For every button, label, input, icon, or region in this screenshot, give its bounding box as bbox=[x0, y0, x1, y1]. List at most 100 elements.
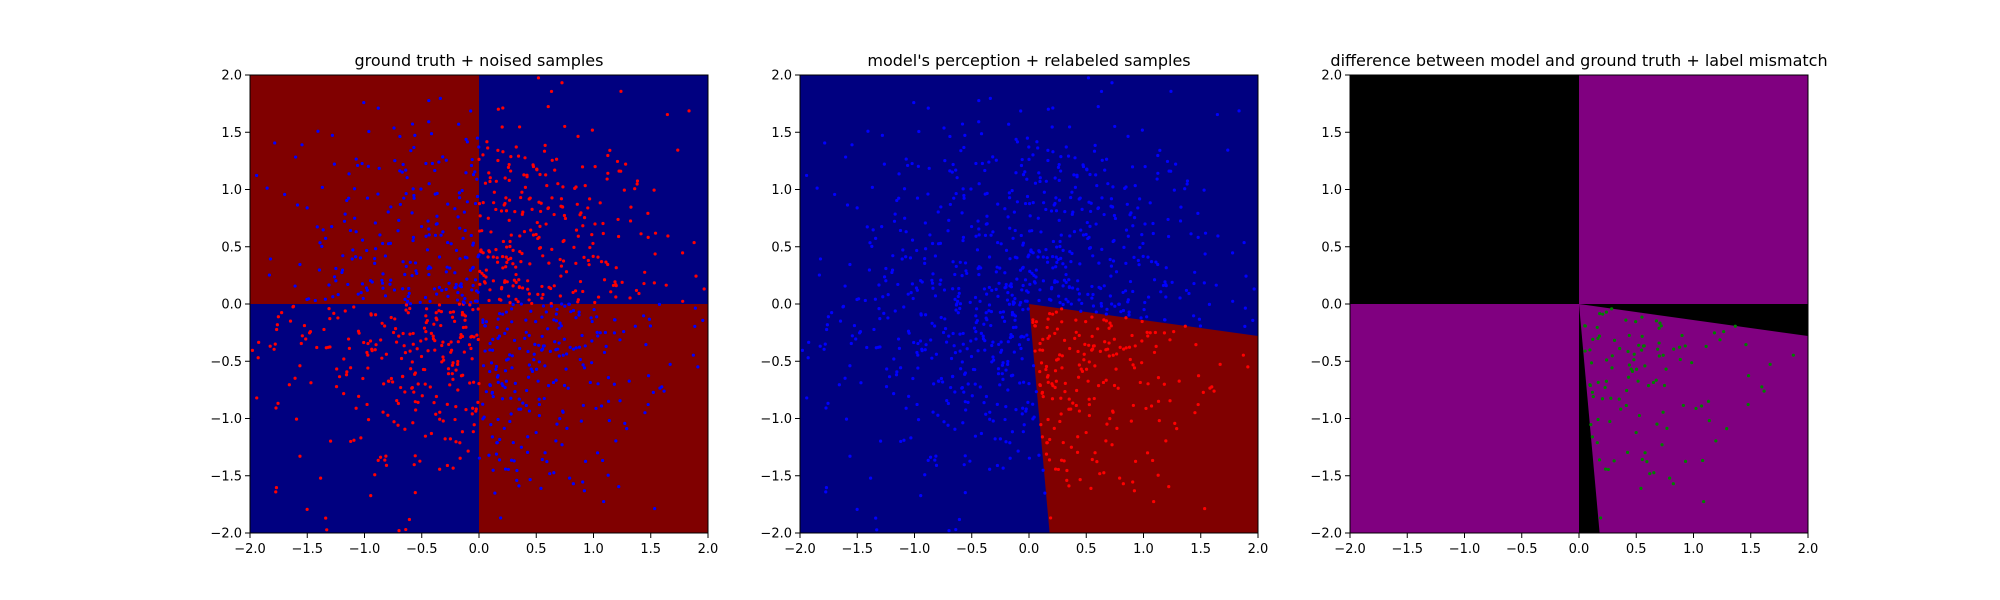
blue-point bbox=[1132, 255, 1136, 259]
red-point bbox=[1095, 460, 1099, 464]
red-point bbox=[432, 322, 436, 326]
blue-point bbox=[347, 196, 351, 200]
mismatch-point bbox=[1722, 330, 1726, 334]
blue-point bbox=[928, 233, 932, 237]
red-point bbox=[1048, 312, 1052, 316]
blue-point bbox=[1022, 380, 1026, 384]
blue-point bbox=[843, 284, 847, 288]
red-point bbox=[373, 313, 378, 317]
red-point bbox=[293, 376, 297, 380]
red-point bbox=[1041, 395, 1045, 399]
red-point bbox=[324, 516, 328, 520]
blue-point bbox=[982, 287, 987, 291]
blue-point bbox=[1003, 271, 1007, 275]
mismatch-point bbox=[1618, 346, 1622, 351]
blue-point bbox=[1252, 287, 1256, 291]
blue-point bbox=[854, 337, 858, 341]
blue-point bbox=[475, 194, 480, 199]
blue-point bbox=[513, 390, 517, 394]
blue-point bbox=[351, 248, 355, 252]
blue-point bbox=[439, 233, 443, 237]
blue-point bbox=[401, 260, 405, 264]
blue-point bbox=[505, 358, 509, 362]
red-point bbox=[1112, 383, 1117, 388]
red-point bbox=[349, 366, 353, 370]
red-point bbox=[526, 287, 530, 291]
blue-point bbox=[845, 203, 850, 207]
red-point bbox=[479, 248, 483, 252]
blue-point bbox=[1179, 205, 1183, 209]
y-tick-label: −0.5 bbox=[760, 355, 792, 370]
blue-point bbox=[1064, 145, 1068, 149]
red-point bbox=[354, 406, 358, 410]
blue-point bbox=[469, 109, 473, 113]
mismatch-point bbox=[1678, 357, 1682, 362]
red-point bbox=[1154, 344, 1158, 348]
blue-point bbox=[1023, 299, 1028, 303]
red-point bbox=[1196, 402, 1200, 407]
red-point bbox=[411, 421, 415, 425]
blue-point bbox=[947, 529, 951, 533]
red-point bbox=[1110, 443, 1114, 447]
mismatch-point bbox=[1624, 318, 1628, 322]
blue-point bbox=[1037, 298, 1041, 303]
blue-point bbox=[1064, 272, 1068, 277]
red-point bbox=[579, 211, 583, 215]
blue-point bbox=[1044, 248, 1048, 252]
blue-point bbox=[1001, 361, 1005, 365]
blue-point bbox=[361, 296, 365, 301]
blue-point bbox=[1166, 234, 1171, 239]
red-point bbox=[559, 274, 563, 278]
red-point bbox=[1059, 412, 1063, 416]
red-point bbox=[514, 297, 518, 301]
red-point bbox=[1133, 344, 1137, 348]
blue-point bbox=[916, 366, 920, 370]
red-point bbox=[1077, 409, 1082, 413]
red-point bbox=[561, 185, 565, 189]
red-point bbox=[294, 417, 299, 421]
red-point bbox=[487, 249, 491, 253]
red-point bbox=[528, 262, 532, 266]
blue-point bbox=[948, 169, 952, 173]
red-point bbox=[516, 300, 520, 304]
chart-title: difference between model and ground trut… bbox=[1330, 51, 1827, 70]
blue-point bbox=[976, 349, 980, 353]
blue-point bbox=[890, 270, 894, 275]
red-point bbox=[534, 232, 538, 237]
blue-point bbox=[392, 126, 396, 130]
blue-point bbox=[491, 395, 495, 399]
blue-point bbox=[906, 329, 911, 333]
blue-point bbox=[1138, 197, 1142, 201]
blue-point bbox=[1037, 453, 1041, 457]
mismatch-point bbox=[1583, 349, 1587, 353]
red-point bbox=[460, 430, 465, 434]
blue-point bbox=[863, 298, 867, 303]
blue-point bbox=[503, 467, 508, 471]
x-tick-label: −1.0 bbox=[1449, 542, 1481, 557]
red-point bbox=[1146, 382, 1150, 386]
blue-point bbox=[574, 316, 578, 320]
red-point bbox=[429, 431, 434, 436]
mismatch-point bbox=[1681, 403, 1685, 408]
red-point bbox=[1212, 389, 1216, 393]
blue-point bbox=[1068, 234, 1072, 238]
blue-point bbox=[1185, 179, 1190, 183]
blue-point bbox=[273, 141, 277, 145]
blue-point bbox=[1104, 312, 1108, 316]
red-point bbox=[298, 364, 302, 368]
blue-point bbox=[373, 261, 377, 265]
blue-point bbox=[912, 340, 916, 345]
blue-point bbox=[878, 317, 882, 321]
blue-point bbox=[991, 230, 995, 234]
blue-point bbox=[1132, 215, 1137, 220]
blue-point bbox=[537, 402, 541, 407]
y-tick-label: 1.0 bbox=[221, 183, 242, 198]
blue-point bbox=[1121, 290, 1125, 295]
blue-point bbox=[429, 132, 434, 136]
blue-point bbox=[920, 280, 924, 284]
blue-point bbox=[942, 420, 946, 424]
blue-point bbox=[1061, 262, 1065, 266]
red-point bbox=[519, 195, 523, 200]
red-point bbox=[1146, 334, 1150, 338]
blue-point bbox=[930, 356, 934, 360]
